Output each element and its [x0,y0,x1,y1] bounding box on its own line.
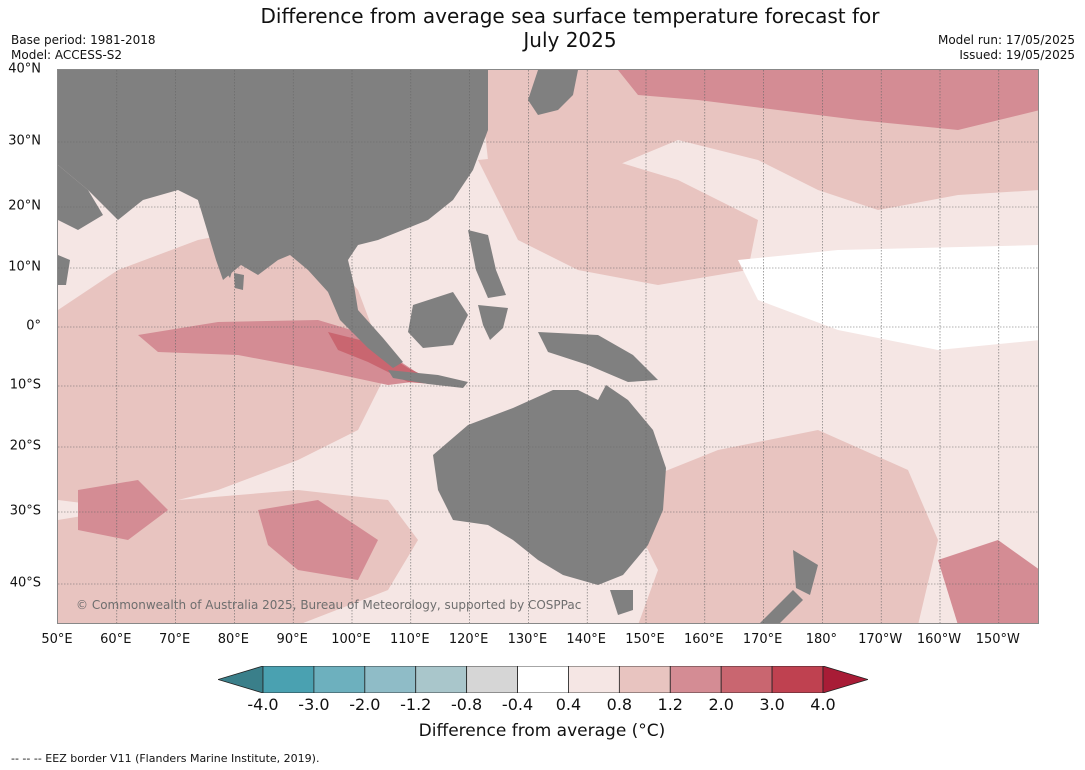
longitude-label: 50°E [41,632,73,647]
longitude-label: 170°E [742,632,783,647]
tasmania-landmass [610,590,633,615]
latitude-label: 10°N [8,259,41,275]
meta-right: Model run: 17/05/2025 Issued: 19/05/2025 [938,33,1075,63]
colorbar-tick-label: -2.0 [349,695,381,714]
borneo-landmass [408,292,468,348]
anomaly-0-8-indian-ocean [58,220,388,510]
india-landmass [198,190,258,278]
title-line-1: Difference from average sea surface temp… [260,4,880,28]
java-landmass [388,370,468,388]
colorbar-title-text: Difference from average (°C) [418,721,666,741]
issued-date: Issued: 19/05/2025 [959,48,1075,62]
colorbar-tick-label: -0.4 [501,695,534,714]
asia-landmass [58,70,488,320]
colorbar-extend-high [822,666,868,693]
title-line-2: July 2025 [523,28,617,52]
copyright-notice: © Commonwealth of Australia 2025, Bureau… [76,598,582,612]
latitude-label: 30°N [8,133,41,149]
latitude-label: 10°S [9,377,41,393]
longitude-label: 150°W [975,632,1020,647]
anomaly-1-2-south-indian [78,480,168,540]
graticule [58,70,1038,623]
colorbar-tick-label: -3.0 [298,695,330,714]
colorbar-swatch [262,666,315,693]
colorbar-swatch [415,666,468,693]
anomaly-1-2-equatorial-indian [138,320,428,385]
colorbar [218,666,868,693]
latitude-label: 40°S [9,575,41,591]
colorbar-tick-label: 3.0 [759,695,785,714]
colorbar-tick-label: 0.8 [606,695,633,714]
longitude-label: 180° [805,632,838,647]
philippines-landmass [468,230,506,298]
map-panel [57,69,1039,624]
map-title: Difference from average sea surface temp… [0,4,1085,52]
colorbar-swatch [364,666,417,693]
colorbar-swatch [720,666,773,693]
sulawesi-landmass [478,305,508,340]
arabia-landmass [58,165,103,230]
longitude-label: 130°E [507,632,548,647]
longitude-label: 140°E [566,632,606,647]
model-name: Model: ACCESS-S2 [11,48,123,62]
longitude-label: 120°E [448,632,489,647]
anomaly-1-2-north-pacific [618,70,1038,130]
colorbar-swatch [618,666,671,693]
model-run: Model run: 17/05/2025 [937,33,1075,47]
longitude-label: 160°E [684,632,724,647]
colorbar-swatch [669,666,722,693]
new-guinea-landmass [538,332,658,382]
colorbar-swatch [466,666,518,693]
longitude-label: 90°E [276,632,308,647]
sst-anomaly-map [58,70,1038,623]
longitude-label: 100°E [331,632,371,647]
longitude-label: 160°W [916,632,962,647]
australia-landmass [433,385,666,585]
anomaly-0-8-tasman [618,430,938,623]
colorbar-swatch [771,666,824,693]
anomaly-1-2-southwest [258,500,378,580]
colorbar-tick-label: 2.0 [708,695,734,714]
latitude-label: 30°S [9,503,41,519]
sri-lanka-landmass [234,273,244,290]
longitude-label: 60°E [100,632,132,647]
longitude-label: 70°E [158,632,191,647]
colorbar-swatch [568,666,620,693]
base-period: Base period: 1981-2018 [11,33,156,47]
meta-left: Base period: 1981-2018 Model: ACCESS-S2 [11,33,156,63]
longitude-label: 170°W [858,632,903,647]
new-zealand-south-landmass [760,590,803,623]
sumatra-landmass [328,292,403,368]
eez-footnote: -- -- -- EEZ border V11 (Flanders Marine… [11,752,320,765]
colorbar-swatch [313,666,366,693]
latitude-label: 0° [26,318,41,334]
longitude-label: 110°E [390,632,430,647]
longitude-label: 150°E [625,632,665,647]
latitude-label: 40°N [8,61,41,77]
latitude-label: 20°N [8,198,41,214]
colorbar-tick-label: -4.0 [247,695,279,714]
colorbar-tick-label: 0.4 [555,695,582,714]
colorbar-tick-label: -1.2 [400,695,432,714]
anomaly-1-2-south-pacific [938,540,1038,623]
japan-landmass [528,70,578,115]
colorbar-tick-label: 4.0 [810,695,836,714]
neutral-central-pacific [738,245,1038,350]
longitude-label: 80°E [217,632,250,647]
anomaly-0-8-west-pacific [478,150,758,285]
colorbar-tick-label: -0.8 [451,695,483,714]
latitude-label: 20°S [9,438,41,454]
africa-horn-landmass [58,255,70,285]
colorbar-tick-label: 1.2 [657,695,683,714]
colorbar-extend-low [218,666,264,693]
colorbar-swatch [517,666,569,693]
colorbar-title: Difference from average (°C) [0,721,1085,741]
